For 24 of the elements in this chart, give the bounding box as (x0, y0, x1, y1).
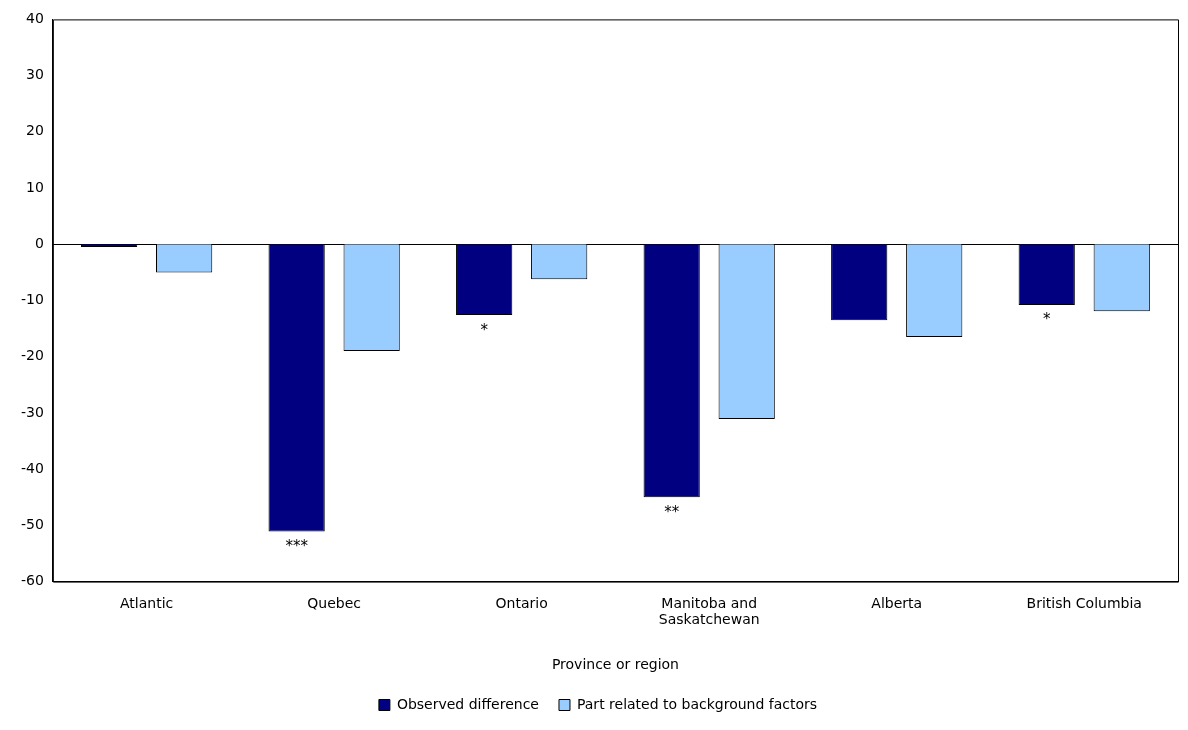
data-label: * (480, 320, 489, 339)
legend-label: Part related to background factors (576, 695, 818, 712)
y-tick-label: 20 (26, 122, 44, 139)
x-tick-label: Quebec (307, 594, 361, 611)
x-tick-label: Atlantic (120, 594, 174, 611)
y-tick-label: 10 (26, 178, 44, 195)
data-label: ** (664, 502, 680, 521)
x-tick-label: Manitoba and Saskatchewan (658, 594, 760, 628)
x-axis-title: Province or region (551, 656, 679, 673)
y-tick-label: -30 (20, 403, 44, 420)
y-tick-label: -60 (20, 572, 44, 589)
y-tick-label: -50 (20, 516, 44, 533)
y-tick-label: 30 (26, 66, 44, 83)
x-tick-label: British Columbia (1026, 594, 1142, 611)
data-label: *** (285, 536, 309, 555)
legend-label: Observed difference (396, 695, 539, 712)
y-tick-label: -40 (20, 459, 44, 476)
x-tick-label: Ontario (495, 594, 548, 611)
y-tick-label: 0 (34, 234, 44, 251)
y-tick-label: -20 (20, 347, 44, 364)
data-label: * (1042, 310, 1051, 329)
y-tick-label: -10 (20, 291, 44, 308)
x-tick-label: Alberta (871, 594, 923, 611)
y-tick-label: 40 (26, 10, 44, 27)
